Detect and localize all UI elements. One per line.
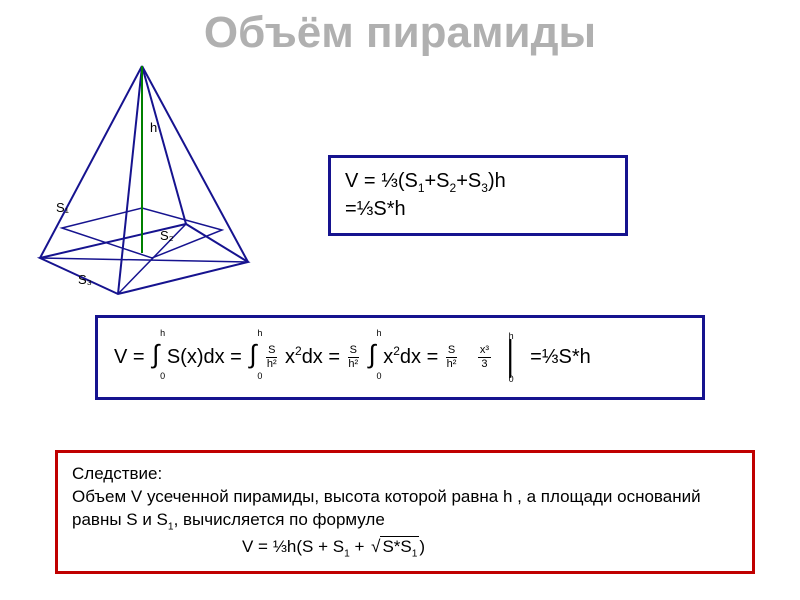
fraction: Sh² — [348, 345, 359, 370]
label-s2: S₂ — [160, 228, 174, 243]
fraction: Sh² — [266, 345, 277, 370]
formula-text: +S — [456, 170, 481, 192]
formula-text: dx = — [400, 346, 444, 368]
fraction-num: S — [266, 345, 277, 358]
subscript: 3 — [481, 181, 488, 195]
integral-lower: 0 — [257, 370, 262, 382]
formula-text: S*S — [382, 537, 411, 556]
formula-text: ) — [419, 537, 425, 556]
integral-lower: 0 — [377, 370, 382, 382]
sqrt: S*S1 — [369, 536, 419, 561]
eval-bar: │h0 — [502, 336, 522, 379]
formula-text: + — [350, 537, 369, 556]
fraction-num: S — [446, 345, 457, 358]
fraction: Sh² — [446, 345, 457, 370]
label-s3: S₃ — [78, 272, 92, 287]
formula-text: )h — [488, 170, 506, 192]
eval-upper: h — [509, 330, 514, 342]
subscript: 1 — [418, 181, 425, 195]
eval-lower: 0 — [509, 373, 514, 385]
formula-text: S(x)dx = — [167, 346, 248, 368]
subscript: 1 — [412, 548, 418, 559]
formula-text: dx = — [302, 346, 340, 368]
fraction-den: h² — [348, 358, 359, 370]
integral-sign: ∫h0 — [152, 337, 159, 372]
formula-text: V = — [114, 346, 145, 368]
formula-box-simple: V = ⅓(S1+S2+S3)h =⅓S*h — [328, 155, 628, 236]
integral-sign: ∫h0 — [369, 337, 376, 372]
fraction-den: h² — [266, 358, 277, 370]
superscript: 2 — [393, 344, 400, 358]
formula-text: +S — [425, 170, 450, 192]
integral-upper: h — [377, 327, 382, 339]
fraction-den: 3 — [478, 358, 491, 370]
corollary-text: Объем V усеченной пирамиды, высота котор… — [72, 487, 701, 529]
fraction-num: S — [348, 345, 359, 358]
formula-box-integral: V = ∫h0 S(x)dx = ∫h0 Sh² x2dx = Sh² ∫h0 … — [95, 315, 705, 400]
label-h: h — [150, 120, 157, 135]
corollary-label: Следствие: — [72, 464, 162, 483]
fraction: x³3 — [478, 345, 491, 370]
integral-sign: ∫h0 — [249, 337, 256, 372]
integral-upper: h — [160, 327, 165, 339]
pyramid-edge — [40, 66, 142, 258]
sqrt-radicand: S*S1 — [380, 536, 419, 556]
corollary-box: Следствие: Объем V усеченной пирамиды, в… — [55, 450, 755, 574]
label-s1: S₁ — [56, 200, 69, 215]
integral-upper: h — [257, 327, 262, 339]
corollary-text: , вычисляется по формуле — [174, 510, 385, 529]
corollary-formula: V = ⅓h(S + S 1 + S*S1) — [72, 536, 738, 561]
formula-text: x — [383, 346, 393, 368]
formula-text: V = ⅓h(S + S — [242, 537, 344, 556]
page-title: Объём пирамиды — [0, 8, 800, 58]
superscript: 2 — [295, 344, 302, 358]
pyramid-edge — [142, 66, 248, 262]
fraction-num: x³ — [478, 345, 491, 358]
pyramid-edge — [142, 66, 186, 224]
pyramid-diag — [40, 258, 248, 262]
formula-text: =⅓S*h — [345, 198, 406, 220]
formula-text: V = ⅓(S — [345, 170, 418, 192]
formula-text: x — [285, 346, 295, 368]
pyramid-svg — [22, 58, 262, 298]
integral-lower: 0 — [160, 370, 165, 382]
fraction-den: h² — [446, 358, 457, 370]
formula-text: =⅓S*h — [530, 346, 591, 368]
pyramid-diagram — [22, 58, 262, 298]
